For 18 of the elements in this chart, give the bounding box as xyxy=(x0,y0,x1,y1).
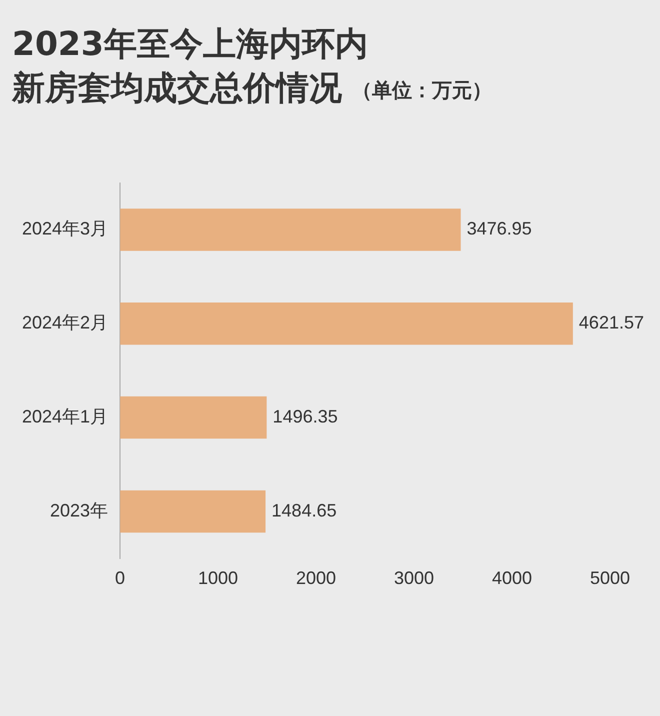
bar xyxy=(120,208,461,251)
x-tick-label: 5000 xyxy=(590,568,630,588)
x-tick-label: 0 xyxy=(115,568,126,588)
bar xyxy=(120,396,267,439)
y-tick-label: 2024年3月 xyxy=(22,218,108,239)
data-label: 1496.35 xyxy=(272,406,338,427)
y-tick-label: 2024年1月 xyxy=(22,406,108,427)
data-label: 4621.57 xyxy=(578,312,644,333)
data-label: 1484.65 xyxy=(272,500,337,520)
bar xyxy=(120,490,266,533)
y-tick-label: 2024年2月 xyxy=(22,312,108,333)
x-tick-label: 4000 xyxy=(492,568,532,588)
x-tick-label: 1000 xyxy=(198,568,238,588)
x-tick-label: 2000 xyxy=(296,568,336,588)
data-label: 3476.95 xyxy=(466,218,532,239)
bar xyxy=(120,302,573,345)
y-tick-label: 2023年 xyxy=(50,500,108,520)
x-tick-label: 3000 xyxy=(394,568,434,588)
